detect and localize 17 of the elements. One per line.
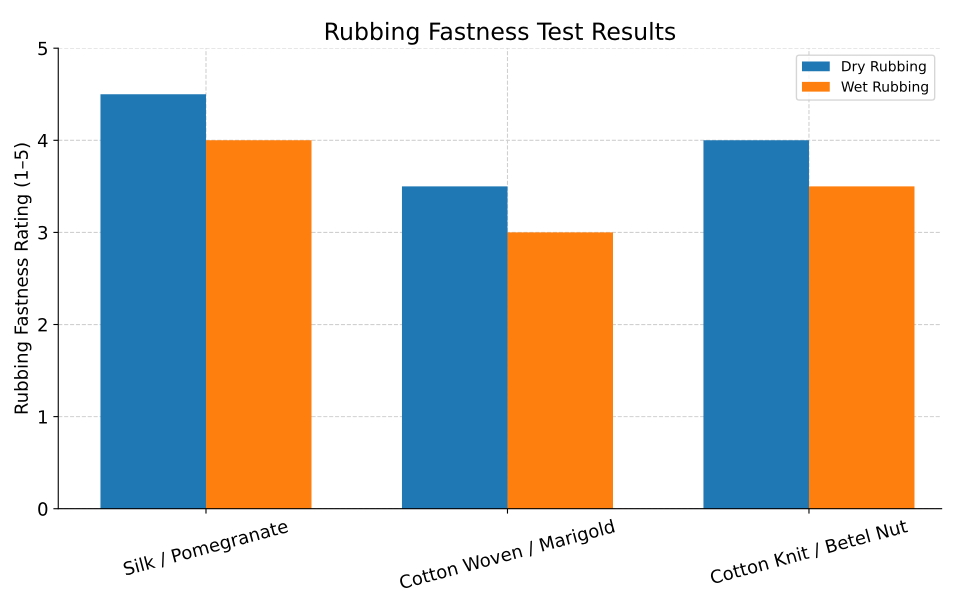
chart-title: Rubbing Fastness Test Results <box>326 22 676 45</box>
y-axis-title: Rubbing Fastness Rating (1–5) <box>14 143 32 414</box>
bar <box>703 140 809 509</box>
y-tick-label: 5 <box>38 42 47 56</box>
bar <box>808 186 914 509</box>
legend-label: Wet Rubbing <box>841 81 928 95</box>
y-tick-label: 0 <box>38 502 48 516</box>
y-tick-label: 4 <box>38 134 48 148</box>
y-tick-label: 1 <box>39 410 47 424</box>
y-tick-label: 2 <box>38 318 47 332</box>
bar <box>206 140 312 509</box>
bar <box>100 94 206 509</box>
y-tick-label: 3 <box>38 226 48 240</box>
bar <box>402 186 508 509</box>
legend-label: Dry Rubbing <box>842 60 926 74</box>
x-tick-label: Cotton Knit / Betel Nut <box>709 518 909 586</box>
bar <box>507 232 613 509</box>
